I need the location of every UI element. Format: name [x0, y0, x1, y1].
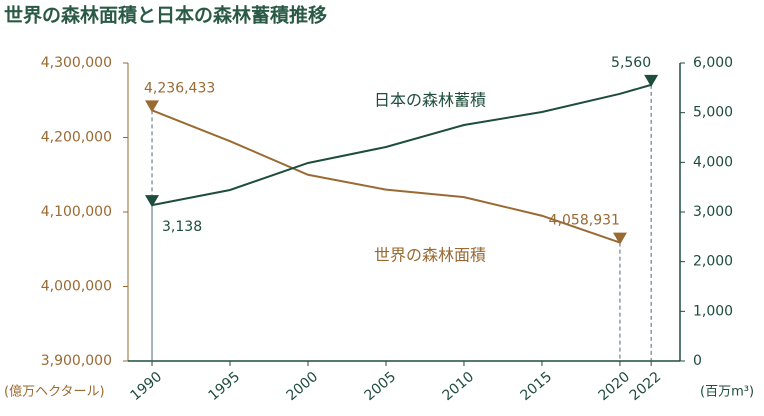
x-tick-label: 2022 [627, 369, 665, 404]
x-tick-label: 2005 [362, 369, 400, 404]
point-marker [644, 74, 659, 87]
x-tick-label: 1990 [128, 369, 166, 404]
x-tick-label: 1995 [206, 369, 244, 404]
y-tick-label: 4,000,000 [41, 279, 112, 295]
chart-title: 世界の森林面積と日本の森林蓄積推移 [4, 4, 327, 27]
value-label: 4,236,433 [144, 80, 215, 96]
y2-tick-label: 1,000 [693, 303, 733, 319]
series-line [151, 109, 621, 244]
x-tick-label: 2015 [518, 369, 556, 404]
y-tick-label: 3,900,000 [41, 353, 112, 369]
y-tick-label: 4,100,000 [41, 204, 112, 220]
x-tick-label: 2010 [440, 369, 478, 404]
y2-tick-label: 3,000 [693, 204, 733, 220]
y2-axis-label: (百万m³) [700, 385, 754, 400]
y2-tick-label: 5,000 [693, 105, 733, 121]
point-marker [145, 100, 160, 113]
value-label: 3,138 [162, 219, 202, 235]
value-label: 4,058,931 [549, 213, 620, 229]
series-label: 日本の森林蓄積 [374, 91, 486, 110]
point-marker [612, 232, 627, 245]
y-tick-label: 4,200,000 [41, 130, 112, 146]
value-label: 5,560 [611, 55, 651, 71]
x-tick-label: 2000 [284, 369, 322, 404]
y2-tick-label: 0 [693, 353, 702, 369]
y2-tick-label: 2,000 [693, 254, 733, 270]
x-tick-label: 2020 [596, 369, 634, 404]
y-tick-label: 4,300,000 [41, 55, 112, 71]
y2-tick-label: 6,000 [693, 55, 733, 71]
series-label: 世界の森林面積 [374, 246, 486, 265]
y2-tick-label: 4,000 [693, 154, 733, 170]
y-axis-label: (億万ヘクタール) [4, 384, 105, 400]
series-line [151, 83, 652, 207]
point-marker [145, 195, 160, 208]
